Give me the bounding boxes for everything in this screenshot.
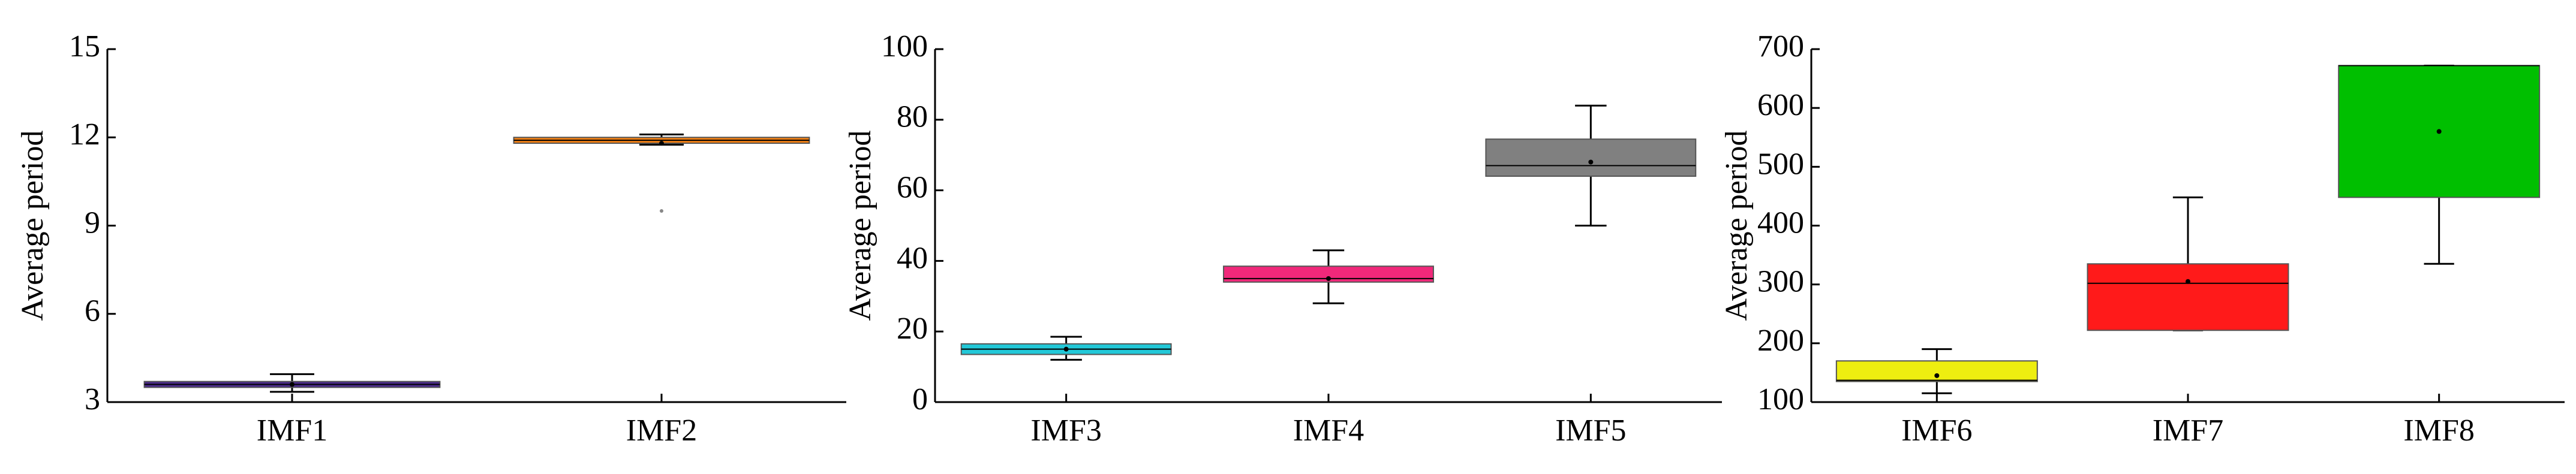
y-tick-label: 600 bbox=[1757, 88, 1804, 122]
y-tick-label: 100 bbox=[1757, 382, 1804, 416]
mean bbox=[2186, 279, 2190, 284]
y-tick-label: 12 bbox=[69, 117, 100, 152]
x-tick-label: IMF1 bbox=[257, 413, 327, 448]
y-tick-label: 200 bbox=[1757, 324, 1804, 358]
x-tick-label: IMF8 bbox=[2403, 413, 2474, 448]
y-tick-label: 400 bbox=[1757, 206, 1804, 240]
box bbox=[1835, 360, 2038, 382]
y-tick-label: 300 bbox=[1757, 265, 1804, 299]
y-tick-label: 60 bbox=[897, 171, 928, 205]
x-tick-label: IMF3 bbox=[1030, 413, 1101, 448]
mean bbox=[659, 141, 664, 146]
x-tick-label: IMF6 bbox=[1901, 413, 1972, 448]
y-tick-label: 9 bbox=[85, 206, 100, 240]
x-tick-label: IMF5 bbox=[1555, 413, 1626, 448]
box bbox=[2087, 263, 2289, 331]
y-axis-label: Average period bbox=[16, 130, 50, 321]
y-axis-label: Average period bbox=[1720, 130, 1754, 321]
y-tick-label: 3 bbox=[85, 382, 100, 416]
y-tick-label: 100 bbox=[881, 29, 928, 64]
mean bbox=[2436, 129, 2442, 134]
mean bbox=[1934, 373, 1940, 378]
y-tick-label: 0 bbox=[912, 382, 928, 416]
mean bbox=[290, 382, 294, 387]
y-tick-label: 15 bbox=[69, 29, 100, 64]
y-tick-label: 700 bbox=[1757, 29, 1804, 64]
box bbox=[1485, 138, 1697, 177]
y-tick-label: 6 bbox=[85, 294, 100, 328]
mean bbox=[1063, 346, 1069, 352]
y-axis-label: Average period bbox=[843, 130, 877, 321]
y-tick-label: 80 bbox=[897, 100, 928, 134]
x-tick-label: IMF7 bbox=[2153, 413, 2223, 448]
mean bbox=[1326, 276, 1331, 281]
y-tick-label: 40 bbox=[897, 241, 928, 275]
y-tick-label: 20 bbox=[897, 312, 928, 346]
x-tick-label: IMF2 bbox=[626, 413, 697, 448]
mean bbox=[1588, 159, 1594, 165]
y-tick-label: 500 bbox=[1757, 147, 1804, 181]
x-tick-label: IMF4 bbox=[1293, 413, 1364, 448]
outlier bbox=[660, 209, 663, 213]
